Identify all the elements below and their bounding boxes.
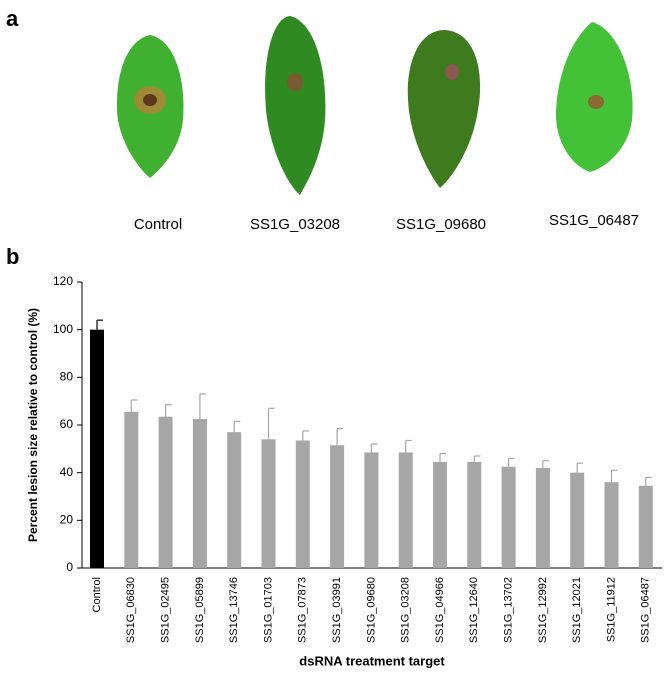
bar — [604, 482, 619, 568]
x-tick-label: SS1G_09680 — [365, 577, 377, 643]
bar — [433, 461, 447, 568]
y-axis-label: Percent lesion size relative to control … — [26, 308, 40, 542]
panel-label: a — [6, 6, 19, 31]
leaf-photo — [265, 16, 326, 195]
bar — [570, 472, 585, 568]
y-tick-label: 20 — [60, 513, 74, 527]
y-tick-label: 120 — [53, 274, 73, 288]
x-tick-label: SS1G_12992 — [537, 577, 549, 643]
x-tick-label: SS1G_13746 — [228, 577, 240, 643]
bar — [90, 329, 104, 568]
bar — [295, 440, 310, 568]
x-tick-label: SS1G_11912 — [605, 577, 617, 642]
bar — [330, 445, 345, 568]
y-tick-label: 40 — [60, 465, 74, 479]
bar — [467, 461, 482, 568]
x-tick-label: SS1G_01703 — [262, 577, 274, 643]
leaf-caption: SS1G_03208 — [250, 216, 340, 233]
x-tick-label: SS1G_04966 — [434, 577, 446, 643]
leaf-caption: SS1G_09680 — [396, 216, 486, 233]
x-tick-label: SS1G_03208 — [400, 577, 412, 643]
y-tick-label: 60 — [60, 417, 74, 431]
bar — [535, 467, 550, 568]
panel-label: b — [6, 244, 19, 269]
x-tick-label: Control — [91, 577, 103, 612]
y-tick-label: 100 — [53, 322, 73, 336]
leaf-photo — [556, 22, 633, 172]
y-tick-label: 0 — [66, 560, 73, 574]
leaf-caption: Control — [134, 216, 182, 233]
x-axis-label: dsRNA treatment target — [299, 653, 445, 668]
leaf-caption: SS1G_06487 — [549, 212, 639, 229]
x-tick-label: SS1G_07873 — [297, 577, 309, 643]
bar — [158, 416, 173, 568]
bar — [192, 419, 207, 568]
y-tick-label: 80 — [60, 370, 74, 384]
leaf-photo — [116, 35, 184, 178]
bar — [364, 452, 379, 568]
x-tick-label: SS1G_13702 — [503, 577, 515, 643]
x-tick-label: SS1G_12021 — [571, 577, 583, 643]
bar — [501, 466, 516, 568]
x-tick-label: SS1G_06830 — [125, 577, 137, 643]
bar — [261, 439, 276, 568]
x-tick-label: SS1G_02495 — [160, 577, 172, 643]
bar — [638, 485, 653, 568]
bar — [398, 452, 413, 568]
bar — [227, 432, 242, 568]
x-tick-label: SS1G_12640 — [468, 577, 480, 643]
x-tick-label: SS1G_05899 — [194, 577, 206, 643]
leaf-photo — [407, 30, 481, 188]
x-tick-label: SS1G_06487 — [640, 577, 652, 643]
bar — [124, 411, 139, 568]
x-tick-label: SS1G_03991 — [331, 577, 343, 643]
